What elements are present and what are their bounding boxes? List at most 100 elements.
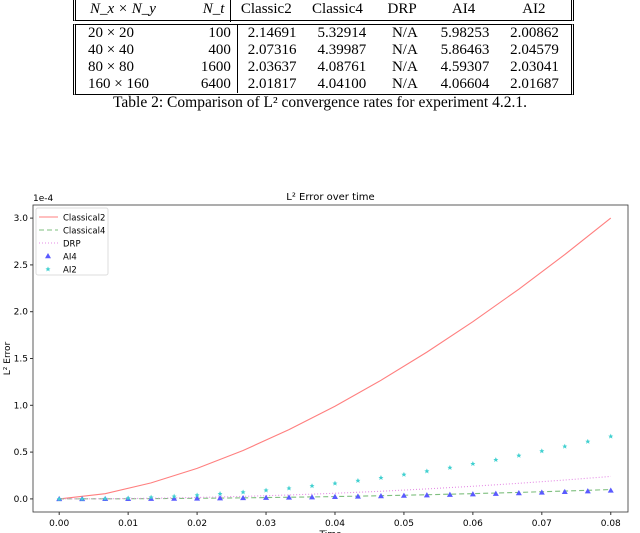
data-point-ai2 bbox=[194, 492, 200, 498]
data-point-ai2 bbox=[470, 461, 476, 467]
data-point-ai2 bbox=[332, 480, 338, 486]
data-point-ai2 bbox=[240, 489, 246, 495]
legend-label: Classical2 bbox=[63, 214, 105, 224]
y-tick-label: 0.0 bbox=[14, 495, 29, 505]
data-point-ai2 bbox=[56, 496, 62, 502]
y-tick-label: 1.5 bbox=[14, 355, 28, 365]
data-point-ai4 bbox=[263, 494, 270, 500]
table-cell: N/A bbox=[391, 76, 418, 92]
data-point-ai2 bbox=[171, 493, 177, 499]
column-header: AI4 bbox=[451, 1, 476, 17]
table-cell: 160 × 160 bbox=[88, 76, 149, 92]
data-point-ai4 bbox=[331, 493, 338, 499]
x-tick-label: 0.05 bbox=[394, 519, 414, 529]
table-cell: 80 × 80 bbox=[88, 59, 134, 75]
data-point-ai4 bbox=[607, 487, 614, 493]
table-caption: Table 2: Comparison of L² convergence ra… bbox=[113, 94, 527, 111]
table-cell: 4.06604 bbox=[440, 76, 490, 92]
y-tick-label: 2.5 bbox=[14, 261, 28, 271]
series-line-classical2 bbox=[59, 217, 612, 500]
data-point-ai2 bbox=[401, 471, 407, 477]
data-point-ai4 bbox=[515, 490, 522, 496]
table-cell: N/A bbox=[391, 59, 418, 75]
data-point-ai2 bbox=[102, 495, 108, 501]
x-tick-label: 0.00 bbox=[49, 519, 69, 529]
x-tick-label: 0.07 bbox=[532, 519, 552, 529]
x-tick-label: 0.04 bbox=[325, 519, 345, 529]
table-cell: 4.04100 bbox=[317, 76, 367, 92]
table-cell: 2.01687 bbox=[510, 76, 559, 92]
table-cell: 4.08761 bbox=[317, 59, 367, 75]
column-header: Classic2 bbox=[240, 1, 292, 17]
table-cell: 2.07316 bbox=[247, 42, 297, 58]
table-cell: 100 bbox=[177, 25, 238, 42]
data-point-ai2 bbox=[217, 491, 223, 497]
data-point-ai2 bbox=[585, 438, 591, 444]
table-cell: 2.03637 bbox=[247, 59, 297, 75]
legend-marker bbox=[45, 253, 51, 259]
table-cell: N/A bbox=[391, 42, 418, 58]
data-point-ai2 bbox=[539, 448, 545, 454]
data-point-ai4 bbox=[309, 494, 316, 500]
table-row: 80 × 80 1600 2.03637 4.08761 N/A 4.59307 2.030… bbox=[76, 59, 571, 76]
table-cell: 2.14691 bbox=[247, 25, 297, 41]
table-row: 40 × 40 400 2.07316 4.39987 N/A 5.86463 2.0457… bbox=[76, 42, 571, 59]
column-header: AI2 bbox=[522, 1, 546, 17]
column-header: Classic4 bbox=[312, 1, 363, 17]
legend bbox=[35, 207, 109, 276]
data-point-ai4 bbox=[538, 489, 545, 495]
y-offset-text: 1e-4 bbox=[33, 194, 54, 204]
table-cell: 5.86463 bbox=[440, 42, 490, 58]
data-point-ai2 bbox=[516, 452, 522, 458]
data-point-ai4 bbox=[354, 493, 361, 499]
table-cell: 4.59307 bbox=[440, 59, 490, 75]
table-cell: 5.98253 bbox=[440, 25, 490, 41]
data-point-ai2 bbox=[562, 443, 568, 449]
x-tick-label: 0.01 bbox=[118, 519, 138, 529]
data-point-ai2 bbox=[263, 487, 269, 493]
data-point-ai4 bbox=[171, 495, 178, 501]
data-point-ai2 bbox=[148, 494, 154, 500]
table-cell: 5.32914 bbox=[317, 25, 367, 41]
data-point-ai2 bbox=[355, 477, 361, 483]
table-row: 20 × 20 100 2.14691 5.32914 N/A 5.98253 2.0086… bbox=[76, 25, 571, 42]
y-tick-label: 2.0 bbox=[14, 308, 29, 318]
data-point-ai4 bbox=[423, 492, 430, 498]
data-point-ai4 bbox=[469, 491, 476, 497]
data-point-ai4 bbox=[194, 495, 201, 501]
legend-label: DRP bbox=[63, 240, 81, 250]
table-body: 20 × 20 100 2.14691 5.32914 N/A 5.98253 2.0086… bbox=[73, 24, 574, 95]
x-tick-label: 0.06 bbox=[463, 519, 483, 529]
data-point-ai4 bbox=[240, 494, 247, 501]
y-tick-label: 3.0 bbox=[14, 214, 29, 224]
data-point-ai4 bbox=[492, 490, 499, 496]
table-cell: N/A bbox=[391, 25, 418, 41]
data-point-ai2 bbox=[309, 483, 315, 489]
data-point-ai4 bbox=[584, 488, 591, 494]
data-point-ai2 bbox=[493, 457, 499, 463]
table-row: 160 × 160 6400 2.01817 4.04100 N/A 4.06604 2.0… bbox=[76, 76, 571, 93]
data-point-ai2 bbox=[79, 496, 85, 502]
data-point-ai2 bbox=[447, 464, 453, 470]
data-point-ai4 bbox=[400, 492, 407, 498]
table-header: N_x × N_y N_t Classic2 Classic4 DRP AI4 AI2 bbox=[73, 0, 574, 22]
data-point-ai2 bbox=[424, 468, 430, 474]
column-header: N_t bbox=[169, 0, 232, 22]
x-tick-label: 0.03 bbox=[256, 519, 276, 529]
table-cell: 400 bbox=[177, 42, 238, 59]
table-cell: 40 × 40 bbox=[88, 42, 134, 58]
plot-frame bbox=[32, 204, 629, 513]
table-cell: 1600 bbox=[177, 59, 238, 76]
table-cell: 4.39987 bbox=[317, 42, 367, 58]
y-tick-label: 1.0 bbox=[14, 401, 29, 411]
table-cell: 2.00862 bbox=[510, 25, 559, 41]
data-point-ai4 bbox=[377, 493, 384, 499]
legend-label: Classical4 bbox=[63, 227, 105, 237]
y-tick-label: 0.5 bbox=[14, 448, 28, 458]
data-point-ai4 bbox=[446, 491, 453, 497]
chart-title: L² Error over time bbox=[286, 192, 374, 203]
table-cell: 2.04579 bbox=[510, 42, 559, 58]
data-point-ai4 bbox=[285, 494, 292, 500]
legend-marker bbox=[45, 266, 51, 272]
data-point-ai2 bbox=[608, 433, 614, 439]
